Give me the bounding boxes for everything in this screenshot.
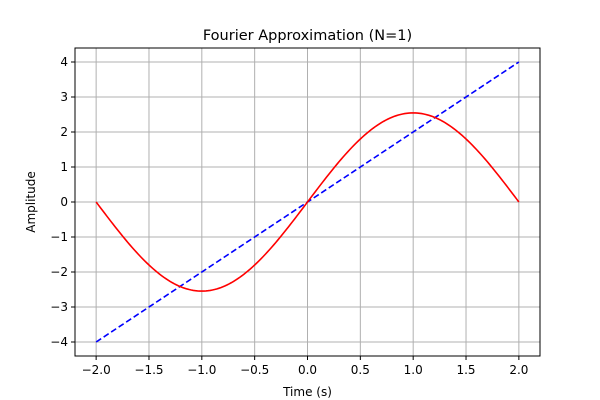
x-tick-label: −1.5 bbox=[134, 363, 163, 377]
x-tick-label: 0.5 bbox=[351, 363, 370, 377]
x-tick-label: −0.5 bbox=[240, 363, 269, 377]
y-tick-label: −1 bbox=[50, 230, 68, 244]
y-tick-label: 4 bbox=[60, 55, 68, 69]
y-tick-label: 3 bbox=[60, 90, 68, 104]
chart-title: Fourier Approximation (N=1) bbox=[203, 28, 412, 44]
y-tick-label: −4 bbox=[50, 335, 68, 349]
x-tick-label: 2.0 bbox=[509, 363, 528, 377]
data-series bbox=[95, 61, 520, 343]
series-line-sine bbox=[95, 112, 520, 292]
y-tick-label: 2 bbox=[60, 125, 68, 139]
y-tick-label: 1 bbox=[60, 160, 68, 174]
x-tick-label: 0.0 bbox=[298, 363, 317, 377]
y-tick-label: −3 bbox=[50, 300, 68, 314]
x-tick-label: 1.0 bbox=[404, 363, 423, 377]
x-tick-label: −2.0 bbox=[82, 363, 111, 377]
y-tick-label: −2 bbox=[50, 265, 68, 279]
axis-ticks: −2.0 −1.5 −1.0 −0.5 0.0 0.5 1.0 1.5 2.0 −4 −3 −2 −1 0… bbox=[50, 55, 528, 377]
y-axis-label: Amplitude bbox=[24, 171, 38, 233]
x-tick-label: 1.5 bbox=[456, 363, 475, 377]
y-tick-label: 0 bbox=[60, 195, 68, 209]
x-axis-label: Time (s) bbox=[282, 385, 332, 399]
x-tick-label: −1.0 bbox=[187, 363, 216, 377]
